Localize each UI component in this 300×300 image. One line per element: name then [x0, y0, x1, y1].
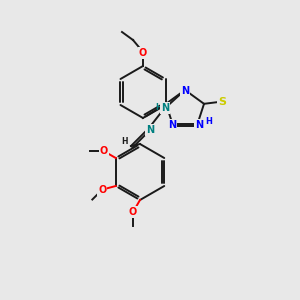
Text: H: H: [156, 103, 162, 112]
Text: N: N: [161, 103, 169, 113]
Text: S: S: [218, 97, 226, 107]
Text: O: O: [100, 146, 108, 156]
Text: H: H: [122, 137, 128, 146]
Text: N: N: [181, 86, 189, 96]
Text: N: N: [146, 125, 154, 135]
Text: O: O: [129, 207, 137, 217]
Text: H: H: [205, 117, 212, 126]
Text: O: O: [98, 184, 106, 195]
Text: N: N: [195, 120, 203, 130]
Text: N: N: [168, 120, 176, 130]
Text: O: O: [139, 48, 147, 58]
